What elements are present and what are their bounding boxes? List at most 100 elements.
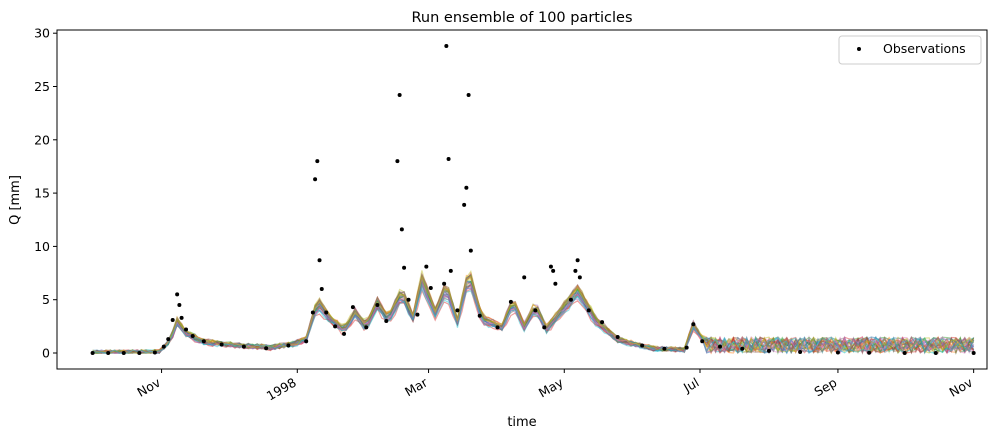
observation-point [798,349,803,354]
observation-point [375,303,380,308]
observation-point [700,339,705,344]
observation-point [615,335,620,340]
observation-point [402,265,407,270]
ensemble-particle-line [92,280,975,354]
ensemble-particle-line [92,271,975,354]
observation-point [477,313,482,318]
observation-point [152,350,157,355]
observation-point [161,344,166,349]
observation-point [573,268,578,273]
legend-box [838,35,982,65]
chart-title: Run ensemble of 100 particles [412,10,633,26]
observation-point [600,320,605,325]
observation-point [364,325,369,330]
observation-point [902,351,907,356]
x-tick-label: Jul [680,375,701,396]
observation-point [468,248,473,253]
ensemble-particle-line [92,274,975,355]
observation-point [137,351,142,356]
observation-point [310,310,315,315]
observation-point [867,350,872,355]
observation-point [170,317,175,322]
legend: Observations [838,35,982,65]
observation-point [121,351,126,356]
y-axis: 0 5 10 15 20 25 30 [34,26,57,361]
observation-point [568,297,573,302]
observation-point [241,344,246,349]
observation-point [691,322,696,327]
observation-point [106,351,111,356]
observation-point [90,351,95,356]
ensemble-particle-line [92,272,974,355]
ensemble-particle-line [92,277,975,354]
observation-point [548,264,553,269]
observation-point [319,287,324,292]
observation-point [766,348,771,353]
observation-point [264,346,269,351]
observation-point [333,324,338,329]
observation-point [304,339,309,344]
ensemble-particle-line [92,277,975,355]
observation-point [971,351,976,356]
observation-point [933,351,938,356]
ensemble-particle-line [92,278,975,355]
observation-point [397,93,402,98]
observation-point [342,331,347,336]
observation-point [508,299,513,304]
observation-point [179,315,184,320]
ensemble-particle-line [92,279,974,355]
ensemble-particle-line [92,273,974,355]
observation-points-group [90,43,976,356]
observation-point [324,310,329,315]
ensemble-particle-line [92,280,974,355]
observation-point [190,333,195,338]
ensemble-particle-line [92,273,975,355]
observation-point [177,303,182,308]
ensemble-particle-line [92,288,975,355]
observation-point [399,227,404,232]
observation-point [542,325,547,330]
observation-point [448,268,453,273]
observation-point [201,339,206,344]
observation-point [455,308,460,313]
observation-point [586,308,591,313]
ensemble-particle-line [92,286,975,354]
observation-point [175,292,180,297]
observation-point [522,275,527,280]
observation-point [446,156,451,161]
ensemble-particle-line [92,273,975,355]
observation-point [718,344,723,349]
ensemble-particle-line [92,277,975,355]
observation-point [533,308,538,313]
ensemble-particle-line [92,287,975,355]
ensemble-particle-line [92,282,975,354]
observation-point [551,268,556,273]
observation-point [166,337,171,342]
observation-point [464,185,469,190]
ensemble-particle-line [92,279,975,354]
ensemble-particle-line [92,273,974,355]
observation-point [428,285,433,290]
y-tick-label: 25 [34,79,50,94]
observation-point [466,93,471,98]
observation-point [395,159,400,164]
ensemble-particle-line [92,274,974,355]
ensemble-particle-line [92,281,974,355]
plot-frame [56,29,988,370]
observation-point [444,43,449,48]
x-axis-label: time [507,415,536,430]
ensemble-particle-line [92,283,974,354]
ensemble-particle-line [92,276,974,354]
ensemble-particle-line [92,277,975,355]
ensemble-particle-line [92,283,975,355]
observation-point [575,258,580,263]
legend-label-observations: Observations [883,41,966,56]
y-tick-label: 15 [34,186,50,201]
observation-point [640,343,645,348]
observation-point [406,297,411,302]
y-tick-label: 30 [34,26,50,41]
y-tick-label: 10 [34,239,50,254]
observation-point [553,281,558,286]
observation-point [317,258,322,263]
